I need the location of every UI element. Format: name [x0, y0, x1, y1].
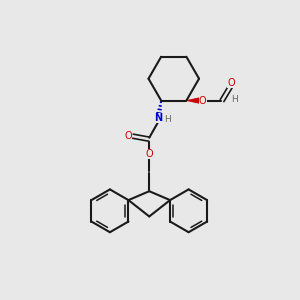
Text: O: O — [124, 131, 132, 141]
Text: O: O — [146, 149, 153, 159]
Text: H: H — [231, 94, 238, 103]
Text: O: O — [227, 78, 235, 88]
Text: N: N — [154, 113, 162, 123]
Text: O: O — [199, 95, 207, 106]
Polygon shape — [186, 97, 203, 104]
Text: H: H — [164, 116, 171, 124]
